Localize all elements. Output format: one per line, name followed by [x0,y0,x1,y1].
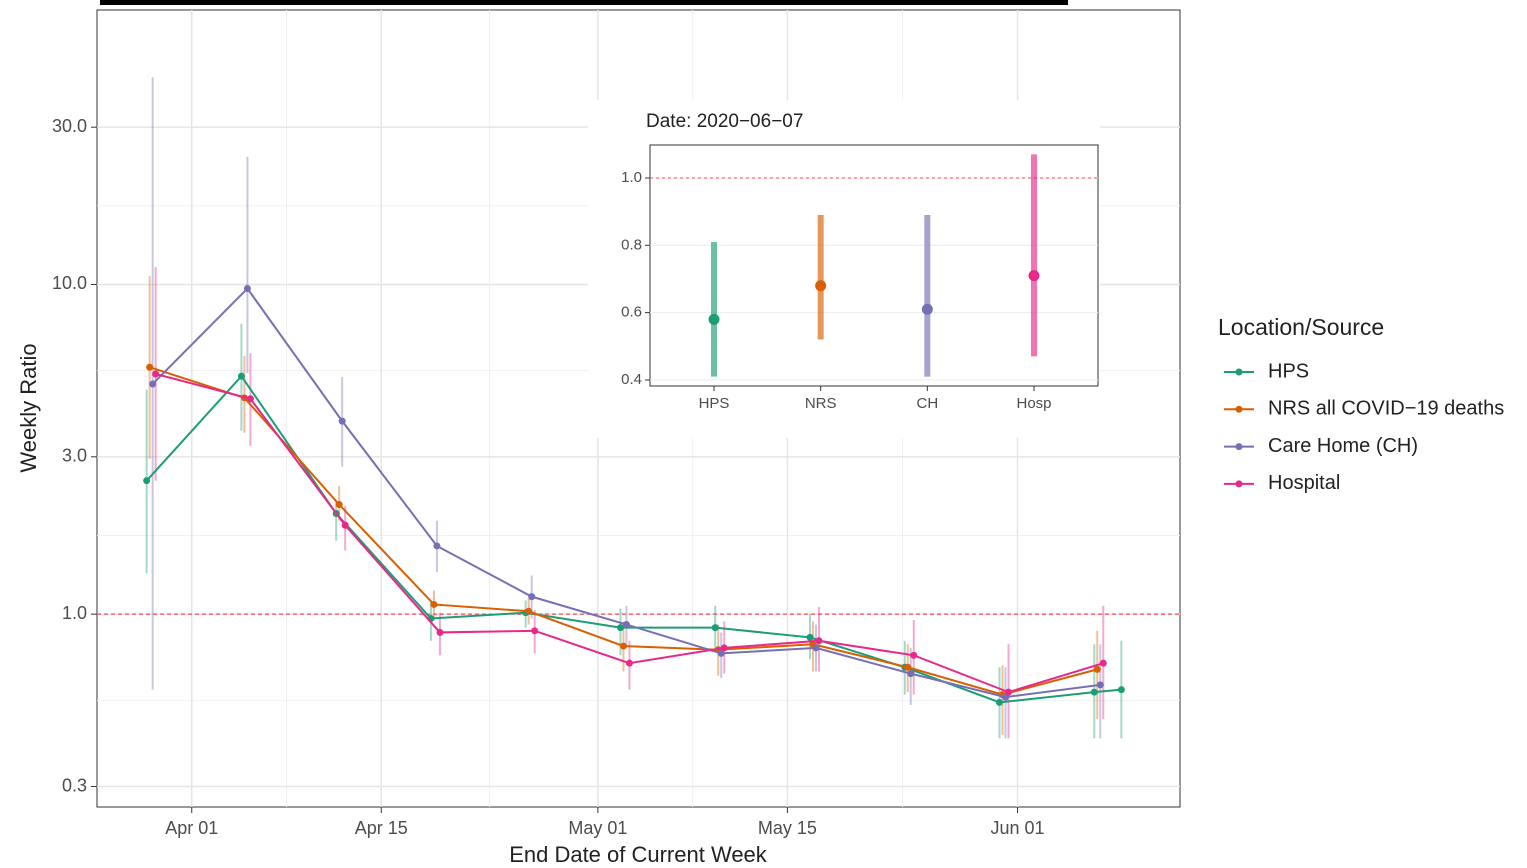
y-tick-label: 0.4 [621,371,642,388]
inset-panel [649,144,1099,387]
y-tick-label: 10.0 [52,273,87,293]
point [996,698,1004,706]
point [237,372,245,380]
x-tick-label: May 15 [758,818,817,838]
point [717,649,725,657]
x-tick-label: Hosp [1016,395,1051,412]
legend-label: HPS [1268,360,1309,382]
point [1096,681,1104,689]
point [815,280,827,292]
y-axis-title: Weekly Ratio [16,343,41,472]
legend-label: NRS all COVID−19 deaths [1268,398,1504,420]
x-tick-label: HPS [699,395,730,412]
x-tick-label: May 01 [568,818,627,838]
point [335,501,343,509]
legend-key-point [1235,480,1243,488]
point [708,313,720,325]
legend-title: Location/Source [1218,314,1384,340]
x-tick-label: Apr 01 [165,818,218,838]
point [625,659,633,667]
point [433,542,441,550]
y-tick-label: 0.6 [621,304,642,321]
point [1093,665,1101,673]
legend-key-point [1235,368,1243,376]
point [910,651,918,659]
point [143,477,151,485]
point [341,521,349,529]
point [338,417,346,425]
point [619,642,627,650]
y-tick-label: 1.0 [621,169,642,186]
inset-plot: 0.4 0.6 0.8 1.0 HPS NRS CH Hosp [621,154,1098,412]
y-tick-label: 30.0 [52,116,87,136]
point [616,624,624,632]
point [525,607,533,615]
point [815,637,823,645]
point [1099,659,1107,667]
legend-key-point [1235,443,1243,451]
legend-key-point [1235,405,1243,413]
point [243,285,251,293]
y-tick-label: 0.3 [62,775,87,795]
legend-label: Hospital [1268,472,1340,494]
point [152,370,160,378]
point [531,627,539,635]
y-tick-label: 3.0 [62,446,87,466]
point [622,621,630,629]
point [1005,688,1013,696]
point [149,380,157,388]
point [1002,693,1010,701]
point [528,593,536,601]
point [430,600,438,608]
x-tick-label: CH [916,395,938,412]
point [907,670,915,678]
point [1090,688,1098,696]
x-tick-label: Jun 01 [991,818,1045,838]
x-tick-label: Apr 15 [355,818,408,838]
point [806,633,814,641]
point [1117,686,1125,694]
point [921,303,933,315]
point [904,663,912,671]
point [711,624,719,632]
x-tick-label: NRS [805,395,837,412]
inset-title: Date: 2020−06−07 [646,111,803,132]
legend: HPS NRS all COVID−19 deaths Care Home (CH)… [1224,360,1504,494]
point [246,395,254,403]
x-axis-title: End Date of Current Week [509,842,768,867]
point [720,644,728,652]
y-tick-label: 0.8 [621,236,642,253]
legend-label: Care Home (CH) [1268,435,1418,457]
point [812,644,820,652]
y-tick-label: 1.0 [62,603,87,623]
point [146,363,154,371]
point [1028,270,1040,282]
top-bar [100,0,1068,5]
point [436,628,444,636]
